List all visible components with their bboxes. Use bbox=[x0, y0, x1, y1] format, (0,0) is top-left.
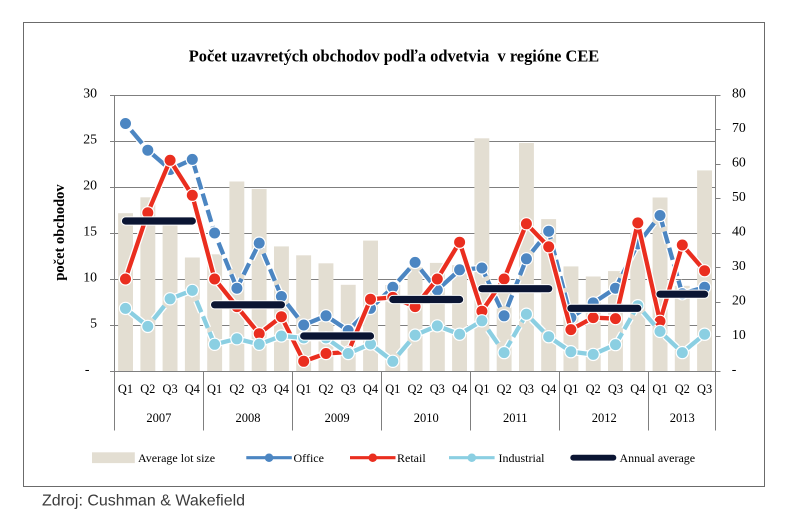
svg-text:Q1: Q1 bbox=[474, 382, 489, 396]
svg-text:Q1: Q1 bbox=[652, 382, 667, 396]
svg-text:Q4: Q4 bbox=[630, 382, 645, 396]
svg-text:Retail: Retail bbox=[397, 451, 426, 465]
svg-text:2009: 2009 bbox=[325, 411, 350, 425]
svg-text:5: 5 bbox=[90, 315, 97, 330]
svg-text:Q2: Q2 bbox=[140, 382, 155, 396]
svg-text:30: 30 bbox=[83, 85, 97, 100]
svg-text:Q3: Q3 bbox=[697, 382, 712, 396]
svg-text:Q3: Q3 bbox=[430, 382, 445, 396]
svg-text:Q2: Q2 bbox=[675, 382, 690, 396]
svg-text:Q1: Q1 bbox=[385, 382, 400, 396]
svg-text:10: 10 bbox=[83, 269, 97, 284]
svg-text:-: - bbox=[732, 361, 737, 376]
svg-text:50: 50 bbox=[732, 189, 746, 204]
svg-text:Q3: Q3 bbox=[519, 382, 534, 396]
svg-text:25: 25 bbox=[83, 131, 97, 146]
svg-text:Annual average: Annual average bbox=[620, 451, 696, 465]
svg-text:Q2: Q2 bbox=[586, 382, 601, 396]
svg-text:70: 70 bbox=[732, 120, 746, 135]
svg-text:Q3: Q3 bbox=[163, 382, 178, 396]
svg-text:Počet uzavretých obchodov podľ: Počet uzavretých obchodov podľa odvetvia… bbox=[189, 47, 600, 66]
svg-text:20: 20 bbox=[732, 292, 746, 307]
svg-text:2012: 2012 bbox=[592, 411, 617, 425]
svg-text:Q2: Q2 bbox=[318, 382, 333, 396]
svg-text:Q4: Q4 bbox=[274, 382, 289, 396]
svg-text:20: 20 bbox=[83, 177, 97, 192]
svg-text:Q3: Q3 bbox=[252, 382, 267, 396]
svg-text:Q3: Q3 bbox=[608, 382, 623, 396]
svg-text:Industrial: Industrial bbox=[499, 451, 546, 465]
svg-text:Q3: Q3 bbox=[341, 382, 356, 396]
svg-text:30: 30 bbox=[732, 258, 746, 273]
svg-text:Q4: Q4 bbox=[541, 382, 556, 396]
svg-text:2013: 2013 bbox=[670, 411, 695, 425]
svg-text:2007: 2007 bbox=[146, 411, 171, 425]
svg-text:Q1: Q1 bbox=[563, 382, 578, 396]
svg-text:Q4: Q4 bbox=[363, 382, 378, 396]
svg-text:2010: 2010 bbox=[414, 411, 439, 425]
svg-text:Q4: Q4 bbox=[185, 382, 200, 396]
svg-text:Q1: Q1 bbox=[207, 382, 222, 396]
svg-text:Q4: Q4 bbox=[452, 382, 467, 396]
svg-text:Q2: Q2 bbox=[408, 382, 423, 396]
svg-text:-: - bbox=[85, 361, 90, 376]
svg-text:Average lot size: Average lot size bbox=[138, 451, 215, 465]
svg-text:60: 60 bbox=[732, 154, 746, 169]
svg-text:Q1: Q1 bbox=[296, 382, 311, 396]
svg-text:80: 80 bbox=[732, 85, 746, 100]
svg-text:40: 40 bbox=[732, 223, 746, 238]
svg-text:počet obchodov: počet obchodov bbox=[52, 184, 68, 281]
svg-text:2011: 2011 bbox=[503, 411, 528, 425]
svg-text:Q2: Q2 bbox=[229, 382, 244, 396]
svg-text:10: 10 bbox=[732, 327, 746, 342]
svg-text:Q2: Q2 bbox=[497, 382, 512, 396]
svg-text:Zdroj: Cushman & Wakefield: Zdroj: Cushman & Wakefield bbox=[42, 493, 245, 510]
svg-text:2008: 2008 bbox=[236, 411, 261, 425]
svg-text:Q1: Q1 bbox=[118, 382, 133, 396]
svg-text:15: 15 bbox=[83, 223, 97, 238]
svg-text:Office: Office bbox=[294, 451, 324, 465]
